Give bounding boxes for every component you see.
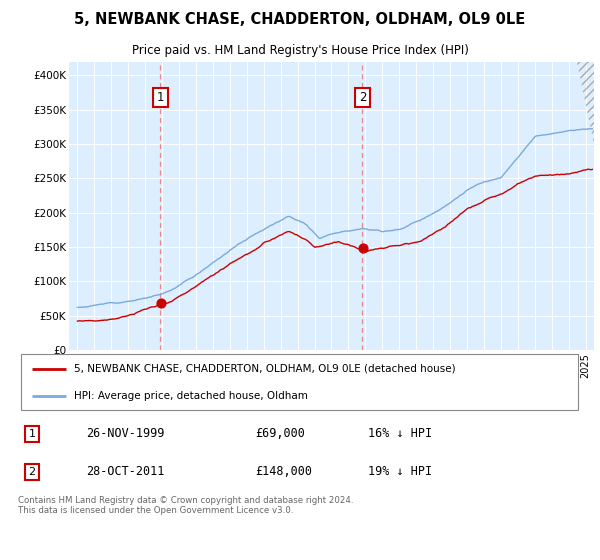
Text: 26-NOV-1999: 26-NOV-1999 [86,427,164,440]
FancyBboxPatch shape [21,354,578,410]
Text: 5, NEWBANK CHASE, CHADDERTON, OLDHAM, OL9 0LE (detached house): 5, NEWBANK CHASE, CHADDERTON, OLDHAM, OL… [74,363,456,374]
Text: £148,000: £148,000 [255,465,312,478]
Text: Contains HM Land Registry data © Crown copyright and database right 2024.
This d: Contains HM Land Registry data © Crown c… [18,496,353,515]
Text: 1: 1 [157,91,164,104]
Text: HPI: Average price, detached house, Oldham: HPI: Average price, detached house, Oldh… [74,391,308,401]
Text: 2: 2 [359,91,366,104]
Text: Price paid vs. HM Land Registry's House Price Index (HPI): Price paid vs. HM Land Registry's House … [131,44,469,57]
Text: 16% ↓ HPI: 16% ↓ HPI [368,427,432,440]
Text: 28-OCT-2011: 28-OCT-2011 [86,465,164,478]
Text: 19% ↓ HPI: 19% ↓ HPI [368,465,432,478]
Point [156,298,166,307]
Text: 1: 1 [29,429,35,439]
Text: 2: 2 [29,466,35,477]
Text: 5, NEWBANK CHASE, CHADDERTON, OLDHAM, OL9 0LE: 5, NEWBANK CHASE, CHADDERTON, OLDHAM, OL… [74,12,526,27]
Text: £69,000: £69,000 [255,427,305,440]
Point [358,244,368,253]
